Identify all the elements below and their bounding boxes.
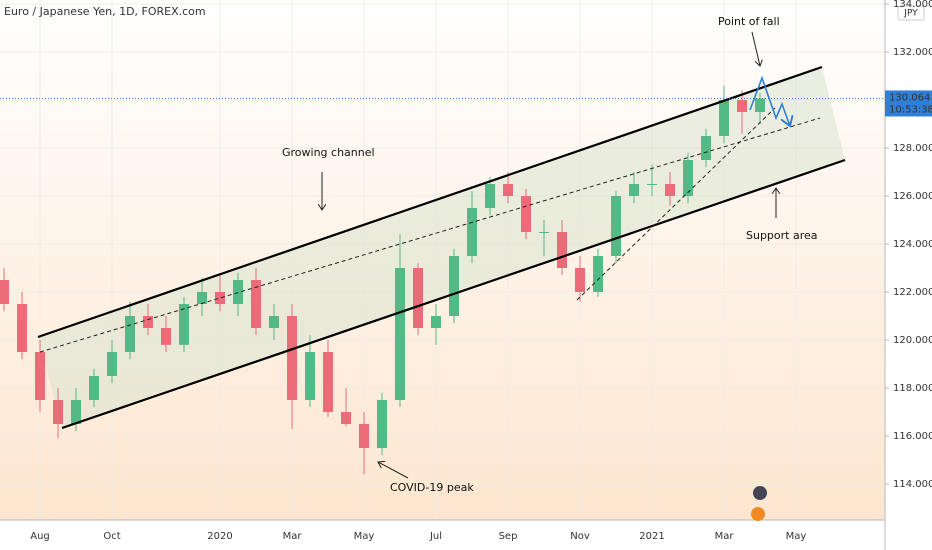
arrow xyxy=(751,31,760,66)
x-tick-label: Mar xyxy=(715,531,735,542)
projection xyxy=(749,75,790,126)
candle-body xyxy=(413,268,423,329)
chart-title: Euro / Japanese Yen, 1D, FOREX.com xyxy=(4,5,206,18)
candle-body xyxy=(323,352,333,413)
candle-body xyxy=(0,280,9,305)
candle-body xyxy=(161,328,171,345)
x-tick-label: May xyxy=(354,531,375,542)
x-tick-label: 2020 xyxy=(207,531,232,542)
currency-box xyxy=(897,5,925,21)
candle-body xyxy=(431,316,441,329)
logo xyxy=(751,486,767,521)
annotation: Growing channel xyxy=(282,146,375,159)
candle-body xyxy=(269,316,279,329)
candle-body xyxy=(701,136,711,161)
candle-body xyxy=(521,196,531,233)
candle-body xyxy=(629,184,639,197)
y-tick-label: 116.000 xyxy=(893,431,932,442)
candle-body xyxy=(197,292,207,305)
channel-mid xyxy=(39,117,821,353)
icon xyxy=(753,486,767,500)
candle-body xyxy=(683,160,693,197)
candle-body xyxy=(395,268,405,401)
x-tick-label: Mar xyxy=(283,531,303,542)
last-price-box xyxy=(885,90,932,117)
price-axis xyxy=(885,0,932,550)
x-tick-label: Aug xyxy=(30,531,50,542)
y-tick-label: 122.000 xyxy=(893,287,932,298)
y-tick-label: 134.000 xyxy=(893,0,932,10)
candle-body xyxy=(737,100,747,113)
candles-layer xyxy=(0,85,765,475)
candle-body xyxy=(647,184,657,186)
candle-body xyxy=(107,352,117,377)
x-tick-label: 2021 xyxy=(639,531,664,542)
candle-body xyxy=(89,376,99,401)
y-tick-label: 132.000 xyxy=(893,47,932,58)
candle-body xyxy=(359,424,369,449)
candle-body xyxy=(179,304,189,345)
candle-body xyxy=(503,184,513,197)
y-tick-label: 118.000 xyxy=(893,383,932,394)
candle-body xyxy=(341,412,351,425)
channel-upper xyxy=(37,65,823,339)
x-tick-label: May xyxy=(786,531,807,542)
x-tick-label: Nov xyxy=(570,531,590,542)
candle-body xyxy=(485,184,495,209)
candle-body xyxy=(53,400,63,425)
candle-body xyxy=(377,400,387,449)
channel-lower xyxy=(61,158,846,430)
candle-body xyxy=(251,280,261,329)
y-tick-label: 120.000 xyxy=(893,335,932,346)
candle-body xyxy=(557,232,567,269)
y-tick-label: 126.000 xyxy=(893,191,932,202)
y-tick-label: 114.000 xyxy=(893,479,932,490)
currency: JPY xyxy=(903,9,918,19)
candle-body xyxy=(593,256,603,293)
x-tick-label: Jul xyxy=(429,531,442,542)
candle-body xyxy=(575,268,585,293)
candle-body xyxy=(71,400,81,425)
x-tick-label: Sep xyxy=(499,531,518,542)
candle-body xyxy=(287,316,297,401)
x-tick-label: Oct xyxy=(103,531,120,542)
candle-body xyxy=(467,208,477,257)
candle-body xyxy=(449,256,459,317)
candle-body xyxy=(611,196,621,257)
candle-body xyxy=(539,232,549,234)
trend-dashed xyxy=(576,107,776,301)
candle-body xyxy=(305,352,315,401)
candle-body xyxy=(125,316,135,353)
annotation: Point of fall xyxy=(718,15,780,28)
candle-body xyxy=(17,304,27,353)
icon xyxy=(751,507,765,521)
countdown: 10:53:38 xyxy=(889,104,932,115)
last-price-label: 130.064 xyxy=(889,92,930,103)
candle-body xyxy=(143,316,153,329)
annotation: COVID-19 peak xyxy=(390,481,474,494)
candle-body xyxy=(233,280,243,305)
y-tick-label: 124.000 xyxy=(893,239,932,250)
candle-body xyxy=(35,352,45,401)
candle-body xyxy=(755,98,765,113)
channel-fill xyxy=(38,67,845,428)
candle-body xyxy=(215,292,225,305)
candle-body xyxy=(665,184,675,197)
candle-body xyxy=(719,100,729,137)
annotation: Support area xyxy=(746,229,818,242)
y-tick-label: 128.000 xyxy=(893,143,932,154)
arrow xyxy=(378,462,409,479)
